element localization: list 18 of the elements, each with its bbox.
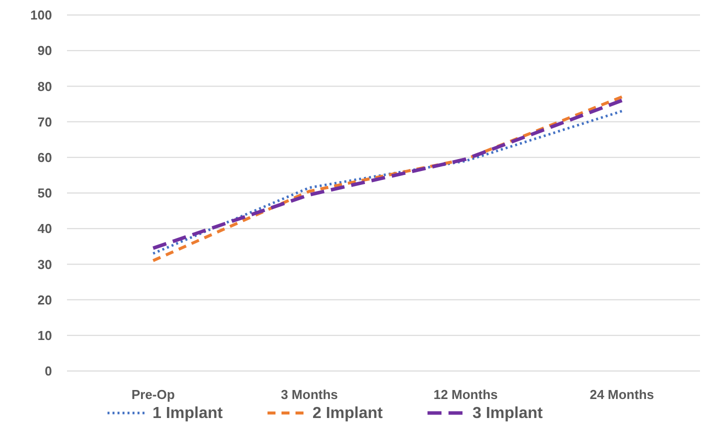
y-tick-label: 20	[38, 292, 52, 308]
y-tick-label: 70	[38, 114, 52, 130]
x-tick-label: 3 Months	[280, 387, 338, 402]
x-tick-label: 24 Months	[590, 387, 654, 402]
x-tick-label: 12 Months	[433, 387, 498, 402]
y-tick-label: 100	[30, 8, 52, 23]
y-tick-label: 90	[38, 43, 52, 58]
y-tick-label: 0	[44, 364, 52, 379]
y-tick-label: 80	[38, 78, 52, 94]
y-tick-label: 30	[38, 256, 52, 272]
legend-label: 1 Implant	[152, 405, 224, 422]
x-tick-label: Pre-Op	[131, 387, 175, 402]
y-tick-label: 50	[38, 186, 52, 201]
y-tick-label: 40	[38, 221, 52, 236]
legend-label: 3 Implant	[472, 405, 544, 422]
legend-label: 2 Implant	[312, 405, 384, 422]
y-tick-label: 10	[38, 328, 52, 343]
y-tick-label: 60	[38, 150, 52, 165]
